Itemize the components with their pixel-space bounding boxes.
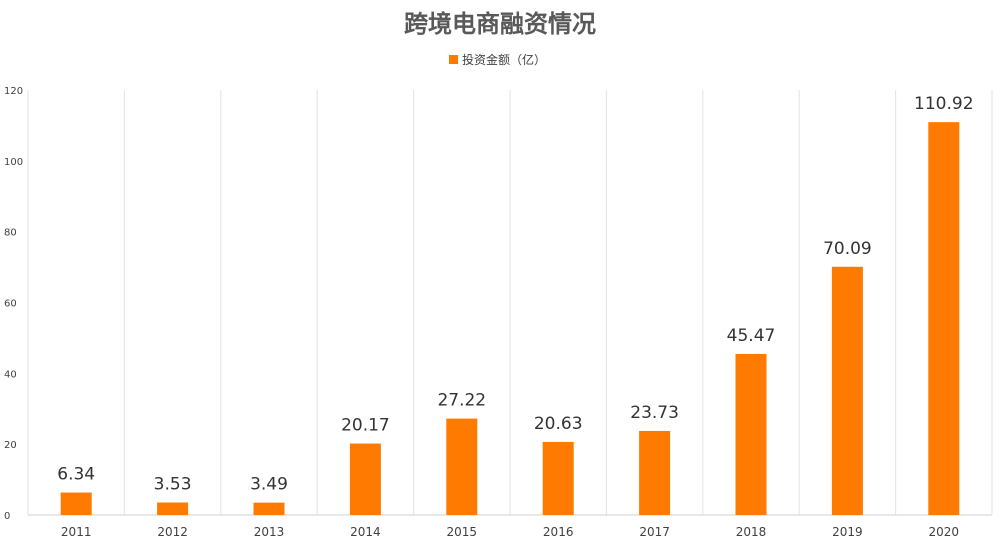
bar-2014 [349, 443, 381, 515]
value-label-2012: 3.53 [154, 474, 192, 494]
value-label-2011: 6.34 [57, 465, 95, 485]
y-tick-label: 60 [4, 299, 17, 310]
bar-2011 [60, 492, 92, 515]
x-tick-label-2011: 2011 [61, 525, 92, 539]
y-tick-label: 100 [4, 157, 23, 168]
value-label-2019: 70.09 [823, 239, 872, 259]
value-label-2013: 3.49 [250, 475, 288, 495]
grid-lines [27, 90, 993, 516]
y-tick-label: 20 [4, 440, 17, 451]
legend: 投资金额（亿） [449, 52, 546, 67]
x-tick-label-2019: 2019 [832, 525, 863, 539]
bar-2012 [157, 502, 189, 515]
y-tick-label: 120 [4, 86, 23, 97]
x-tick-label-2017: 2017 [639, 525, 670, 539]
x-tick-label-2020: 2020 [929, 525, 960, 539]
x-tick-label-2018: 2018 [736, 525, 767, 539]
x-tick-label-2016: 2016 [543, 525, 574, 539]
y-tick-label: 0 [4, 511, 10, 522]
value-label-2020: 110.92 [914, 94, 973, 114]
bar-2017 [639, 430, 671, 515]
bars [60, 122, 960, 516]
x-tick-label-2012: 2012 [157, 525, 188, 539]
value-label-2014: 20.17 [341, 416, 390, 436]
bar-2016 [542, 441, 574, 515]
value-label-2017: 23.73 [630, 403, 679, 423]
x-tick-label-2014: 2014 [350, 525, 381, 539]
y-axis: 0 20 40 60 80 100 120 [4, 86, 23, 522]
bar-2020 [928, 122, 960, 516]
legend-swatch [449, 55, 458, 64]
value-labels: 6.34 3.53 3.49 20.17 27.22 20.63 23.73 45.47 70.… [57, 94, 973, 494]
x-axis: 2011 2012 2013 2014 2015 2016 2017 2018 2019 2020 [61, 525, 959, 539]
bar-2019 [831, 266, 863, 515]
value-label-2018: 45.47 [727, 326, 776, 346]
chart-title: 跨境电商融资情况 [404, 10, 596, 38]
bar-2013 [253, 502, 285, 515]
value-label-2015: 27.22 [437, 391, 486, 411]
bar-2018 [735, 353, 767, 515]
x-tick-label-2013: 2013 [254, 525, 285, 539]
value-label-2016: 20.63 [534, 414, 583, 434]
x-tick-label-2015: 2015 [447, 525, 478, 539]
legend-label: 投资金额（亿） [462, 52, 546, 67]
y-tick-label: 40 [4, 369, 17, 380]
y-tick-label: 80 [4, 228, 17, 239]
bar-2015 [446, 418, 478, 515]
